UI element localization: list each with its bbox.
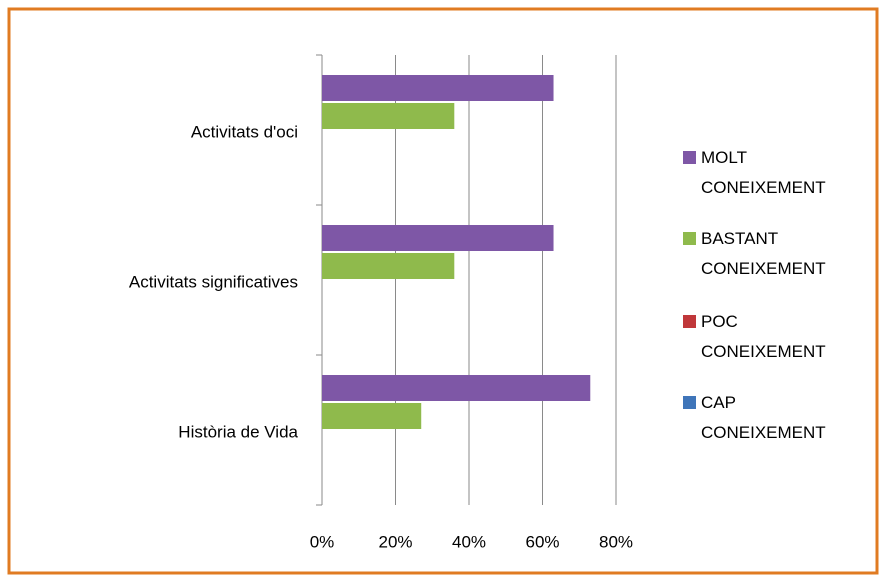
legend-swatch	[683, 151, 696, 164]
legend-item: POC CONEIXEMENT	[683, 307, 873, 367]
bar	[322, 225, 554, 251]
legend-item: CAP CONEIXEMENT	[683, 388, 873, 448]
x-tick-label: 0%	[310, 532, 335, 551]
x-tick-label: 80%	[599, 532, 633, 551]
legend-label: BASTANT CONEIXEMENT	[701, 229, 826, 278]
legend-label: CAP CONEIXEMENT	[701, 393, 826, 442]
legend-item: BASTANT CONEIXEMENT	[683, 224, 873, 284]
x-tick-label: 20%	[378, 532, 412, 551]
legend-item: MOLT CONEIXEMENT	[683, 143, 873, 203]
legend-label: MOLT CONEIXEMENT	[701, 148, 826, 197]
bar	[322, 103, 455, 129]
bar	[322, 375, 591, 401]
legend-swatch	[683, 396, 696, 409]
legend-swatch	[683, 315, 696, 328]
x-tick-label: 60%	[525, 532, 559, 551]
bar	[322, 75, 554, 101]
y-tick-label: Història de Vida	[178, 422, 298, 441]
bar	[322, 253, 455, 279]
legend-swatch	[683, 232, 696, 245]
y-tick-label: Activitats significatives	[129, 272, 298, 291]
x-tick-label: 40%	[452, 532, 486, 551]
legend-label: POC CONEIXEMENT	[701, 312, 826, 361]
y-tick-label: Activitats d'oci	[191, 122, 298, 141]
bar	[322, 403, 422, 429]
